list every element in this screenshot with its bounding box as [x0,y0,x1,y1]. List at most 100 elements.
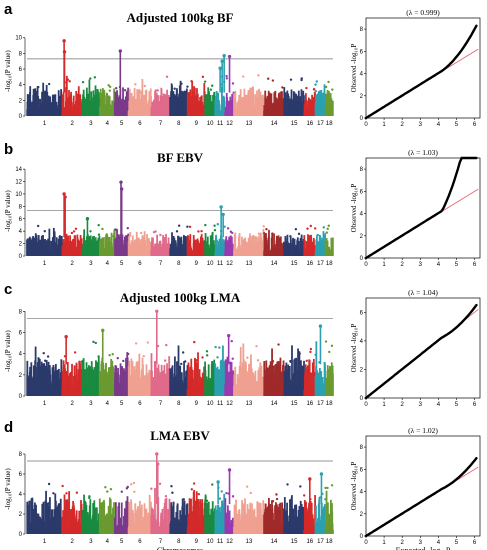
panel-title: LMA EBV [150,428,210,443]
chromosome-label: 14 [271,401,278,407]
qq-y-tick-label: 6 [360,310,364,316]
qq-plot-frame [365,17,481,119]
qq-y-tick-label: 6 [360,49,364,55]
qq-plot-frame [365,297,481,399]
chromosome-label: 1 [43,121,47,127]
snp-point [75,491,79,494]
snp-point [257,232,261,235]
chromosome-label: 13 [246,261,253,267]
snp-point [197,230,200,233]
snp-point [201,356,204,359]
y-axis-label: -log₁₀(P value) [4,468,12,510]
snp-point [108,89,112,92]
snp-point [204,223,207,227]
y-tick-label: 8 [19,51,23,57]
snp-point [120,490,123,493]
chromosome-label: 10 [207,539,214,545]
snp-point [309,224,313,228]
qq-y-tick-label: 4 [360,339,364,345]
peak-point [155,309,159,313]
snp-point [229,230,233,233]
snp-point [175,230,179,233]
snp-point [133,490,136,494]
snp-point [271,500,275,503]
snp-point [177,224,181,227]
snp-point [216,356,219,359]
snp-point [267,77,270,80]
snp-point [126,352,130,356]
snp-point [129,231,132,235]
chromosome-label: 16 [306,401,313,407]
qq-y-tick-label: 0 [360,396,364,402]
snp-point [326,486,329,490]
snp-point [46,355,50,358]
peak-point [220,59,224,63]
qq-x-tick-label: 1 [382,402,386,408]
peak-point [85,217,90,221]
snp-point [289,78,293,81]
chromosome-label: 8 [177,401,181,407]
snp-point [104,486,107,489]
chromosome-label: 10 [207,121,214,127]
snp-point [193,340,196,344]
snp-point [142,354,145,358]
chromosome-label: 11 [217,539,224,545]
chromosome-label: 16 [306,539,313,545]
snp-point [197,492,201,496]
snp-point [230,339,233,343]
peak-point [119,187,124,191]
qq-x-axis-label: Expected -log₁₀P [396,546,451,550]
snp-point [92,340,95,344]
snp-point [134,342,138,345]
snp-point [68,80,71,83]
snp-point [203,80,207,83]
qq-x-tick-label: 6 [473,262,477,268]
peak-point [118,49,123,53]
qq-y-tick-label: 4 [360,490,364,496]
y-axis-label: -log₁₀(P value) [4,190,12,232]
snp-point [300,78,303,82]
y-tick-label: 0 [19,532,23,538]
snp-point [158,482,162,485]
snp-point [165,75,169,79]
qq-y-tick-label: 6 [360,189,364,195]
qq-y-tick-label: 0 [360,534,364,540]
snp-point [186,85,189,88]
y-tick-label: 8 [19,452,23,458]
chromosome-label: 7 [159,401,163,407]
y-tick-label: 2 [19,512,23,518]
y-axis-label: -log₁₀(P value) [4,330,12,372]
peak-point [218,66,222,70]
chromosome-label: 4 [106,401,110,407]
panel-label: a [4,1,13,18]
snp-point [299,485,302,488]
snp-point [246,356,249,359]
snp-point [132,481,136,485]
chromosome-label: 18 [326,401,333,407]
snp-point [327,224,330,227]
y-tick-label: 12 [15,180,22,186]
snp-point [192,482,196,485]
chromosome-label: 14 [271,261,278,267]
qq-x-tick-label: 2 [401,122,405,128]
chromosome-label: 5 [120,539,124,545]
y-tick-label: 6 [19,472,23,478]
chromosome-label: 1 [43,539,47,545]
snp-point [61,484,64,488]
snp-point [129,234,132,237]
y-tick-label: 2 [19,98,23,104]
qq-y-tick-label: 8 [360,445,364,451]
chromosome-label: 10 [207,261,214,267]
qq-x-tick-label: 2 [401,262,405,268]
snp-point [302,494,306,497]
snp-point [289,235,292,238]
snp-point [101,227,104,231]
snp-point [316,233,319,237]
snp-point [257,74,260,77]
y-tick-label: 0 [19,394,23,400]
snp-point [304,501,307,504]
snp-point [211,483,214,486]
chromosome-label: 14 [271,121,278,127]
snp-point [97,355,100,358]
